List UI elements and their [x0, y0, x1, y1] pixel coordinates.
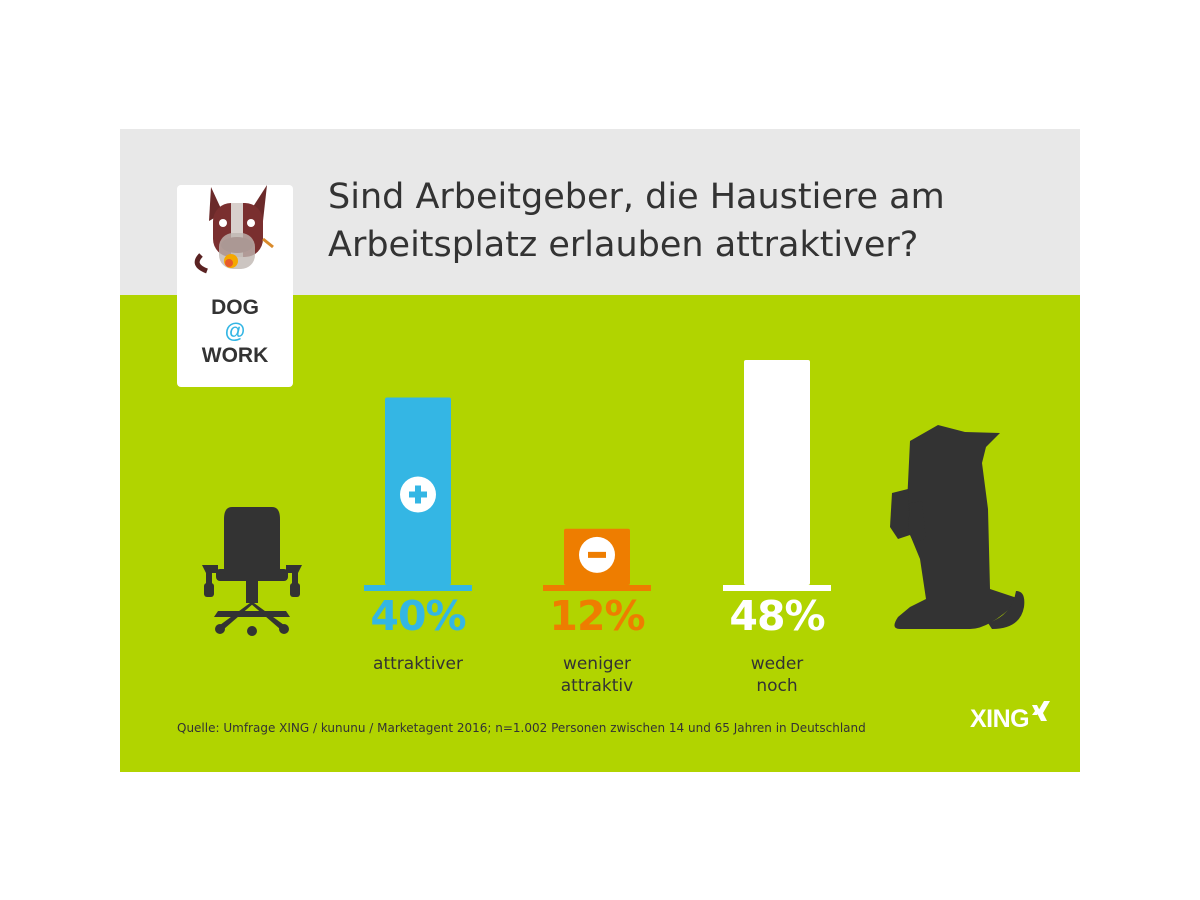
value-label-attraktiver: 40% — [370, 592, 466, 640]
logo-text-at: @ — [224, 320, 246, 343]
logo-text-work: WORK — [201, 344, 269, 367]
bar-baseline-weniger-attraktiv — [543, 585, 651, 591]
bar-baseline-attraktiver — [364, 585, 472, 591]
category-label-weder-noch: weder noch — [750, 654, 804, 696]
bars-group — [364, 360, 831, 591]
category-label-attraktiver: attraktiver — [373, 654, 463, 674]
xing-wordmark: XING — [970, 705, 1030, 733]
bar-baseline-weder-noch — [723, 585, 831, 591]
source-note: Quelle: Umfrage XING / kununu / Marketag… — [177, 721, 866, 735]
plus-icon — [400, 476, 436, 513]
minus-icon — [579, 536, 615, 573]
dog-silhouette-icon — [890, 425, 1025, 629]
infographic-card: Sind Arbeitgeber, die Haustiere am Arbei… — [120, 129, 1080, 772]
value-label-weder-noch: 48% — [729, 592, 825, 640]
category-label-weniger-attraktiv: weniger attraktiv — [560, 654, 634, 696]
logo-text-dog: DOG — [211, 296, 259, 319]
bar-weder-noch — [744, 360, 810, 585]
bar-chart — [202, 360, 1025, 636]
office-chair-icon — [202, 507, 302, 636]
dog-at-work-logo: DOG @ WORK — [177, 185, 293, 387]
page-title: Sind Arbeitgeber, die Haustiere am Arbei… — [328, 177, 945, 265]
value-label-weniger-attraktiv: 12% — [549, 592, 645, 640]
dog-face-logo-icon — [194, 185, 274, 274]
xing-logo-icon — [1032, 701, 1050, 721]
